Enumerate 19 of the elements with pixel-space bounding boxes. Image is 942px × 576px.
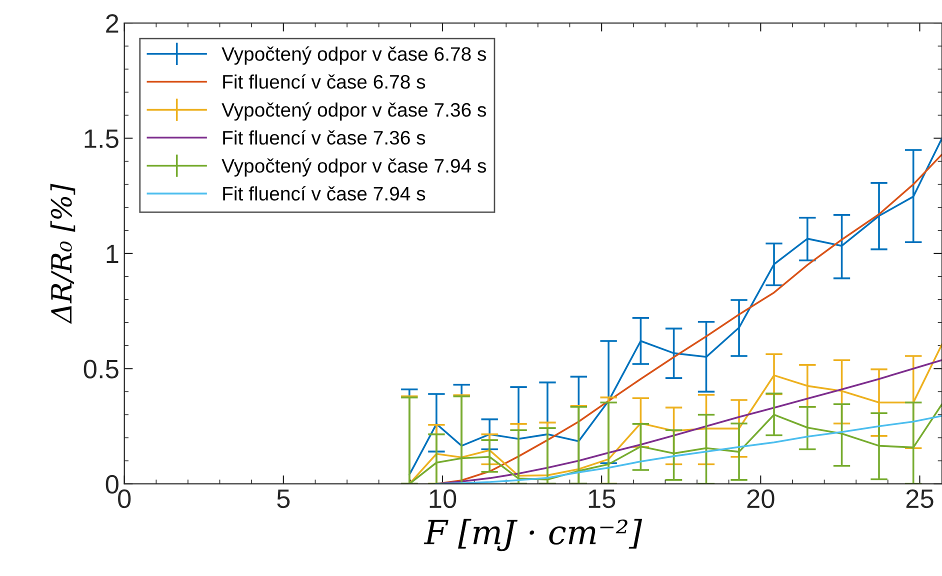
- y-tick-label: 1.5: [84, 130, 118, 148]
- y-tick-label: 1: [106, 244, 118, 263]
- legend-label: Vypočtený odpor v čase 7.94 s: [222, 158, 486, 177]
- y-tick-label: 0: [106, 474, 118, 494]
- legend-label: Vypočtený odpor v čase 6.78 s: [222, 46, 486, 65]
- y-axis-title: ΔR/R₀ [%]: [50, 184, 76, 324]
- legend-label: Fit fluencí v čase 7.94 s: [223, 186, 426, 201]
- x-axis-title: F [mJ · cm⁻²]: [424, 518, 642, 552]
- legend-label: Fit fluencí v čase 6.78 s: [223, 74, 426, 89]
- x-tick-label: 10: [430, 489, 456, 508]
- y-tick-label: 0.5: [84, 360, 118, 378]
- x-tick-label: 25: [906, 489, 934, 508]
- x-tick-label: 20: [747, 489, 774, 508]
- legend-label: Fit fluencí v čase 7.36 s: [223, 130, 426, 145]
- y-tick-label: 2: [106, 14, 118, 33]
- x-tick-label: 0: [118, 489, 131, 508]
- legend-label: Vypočtený odpor v čase 7.36 s: [222, 102, 486, 121]
- x-tick-label: 5: [277, 490, 290, 508]
- x-tick-label: 15: [588, 490, 616, 508]
